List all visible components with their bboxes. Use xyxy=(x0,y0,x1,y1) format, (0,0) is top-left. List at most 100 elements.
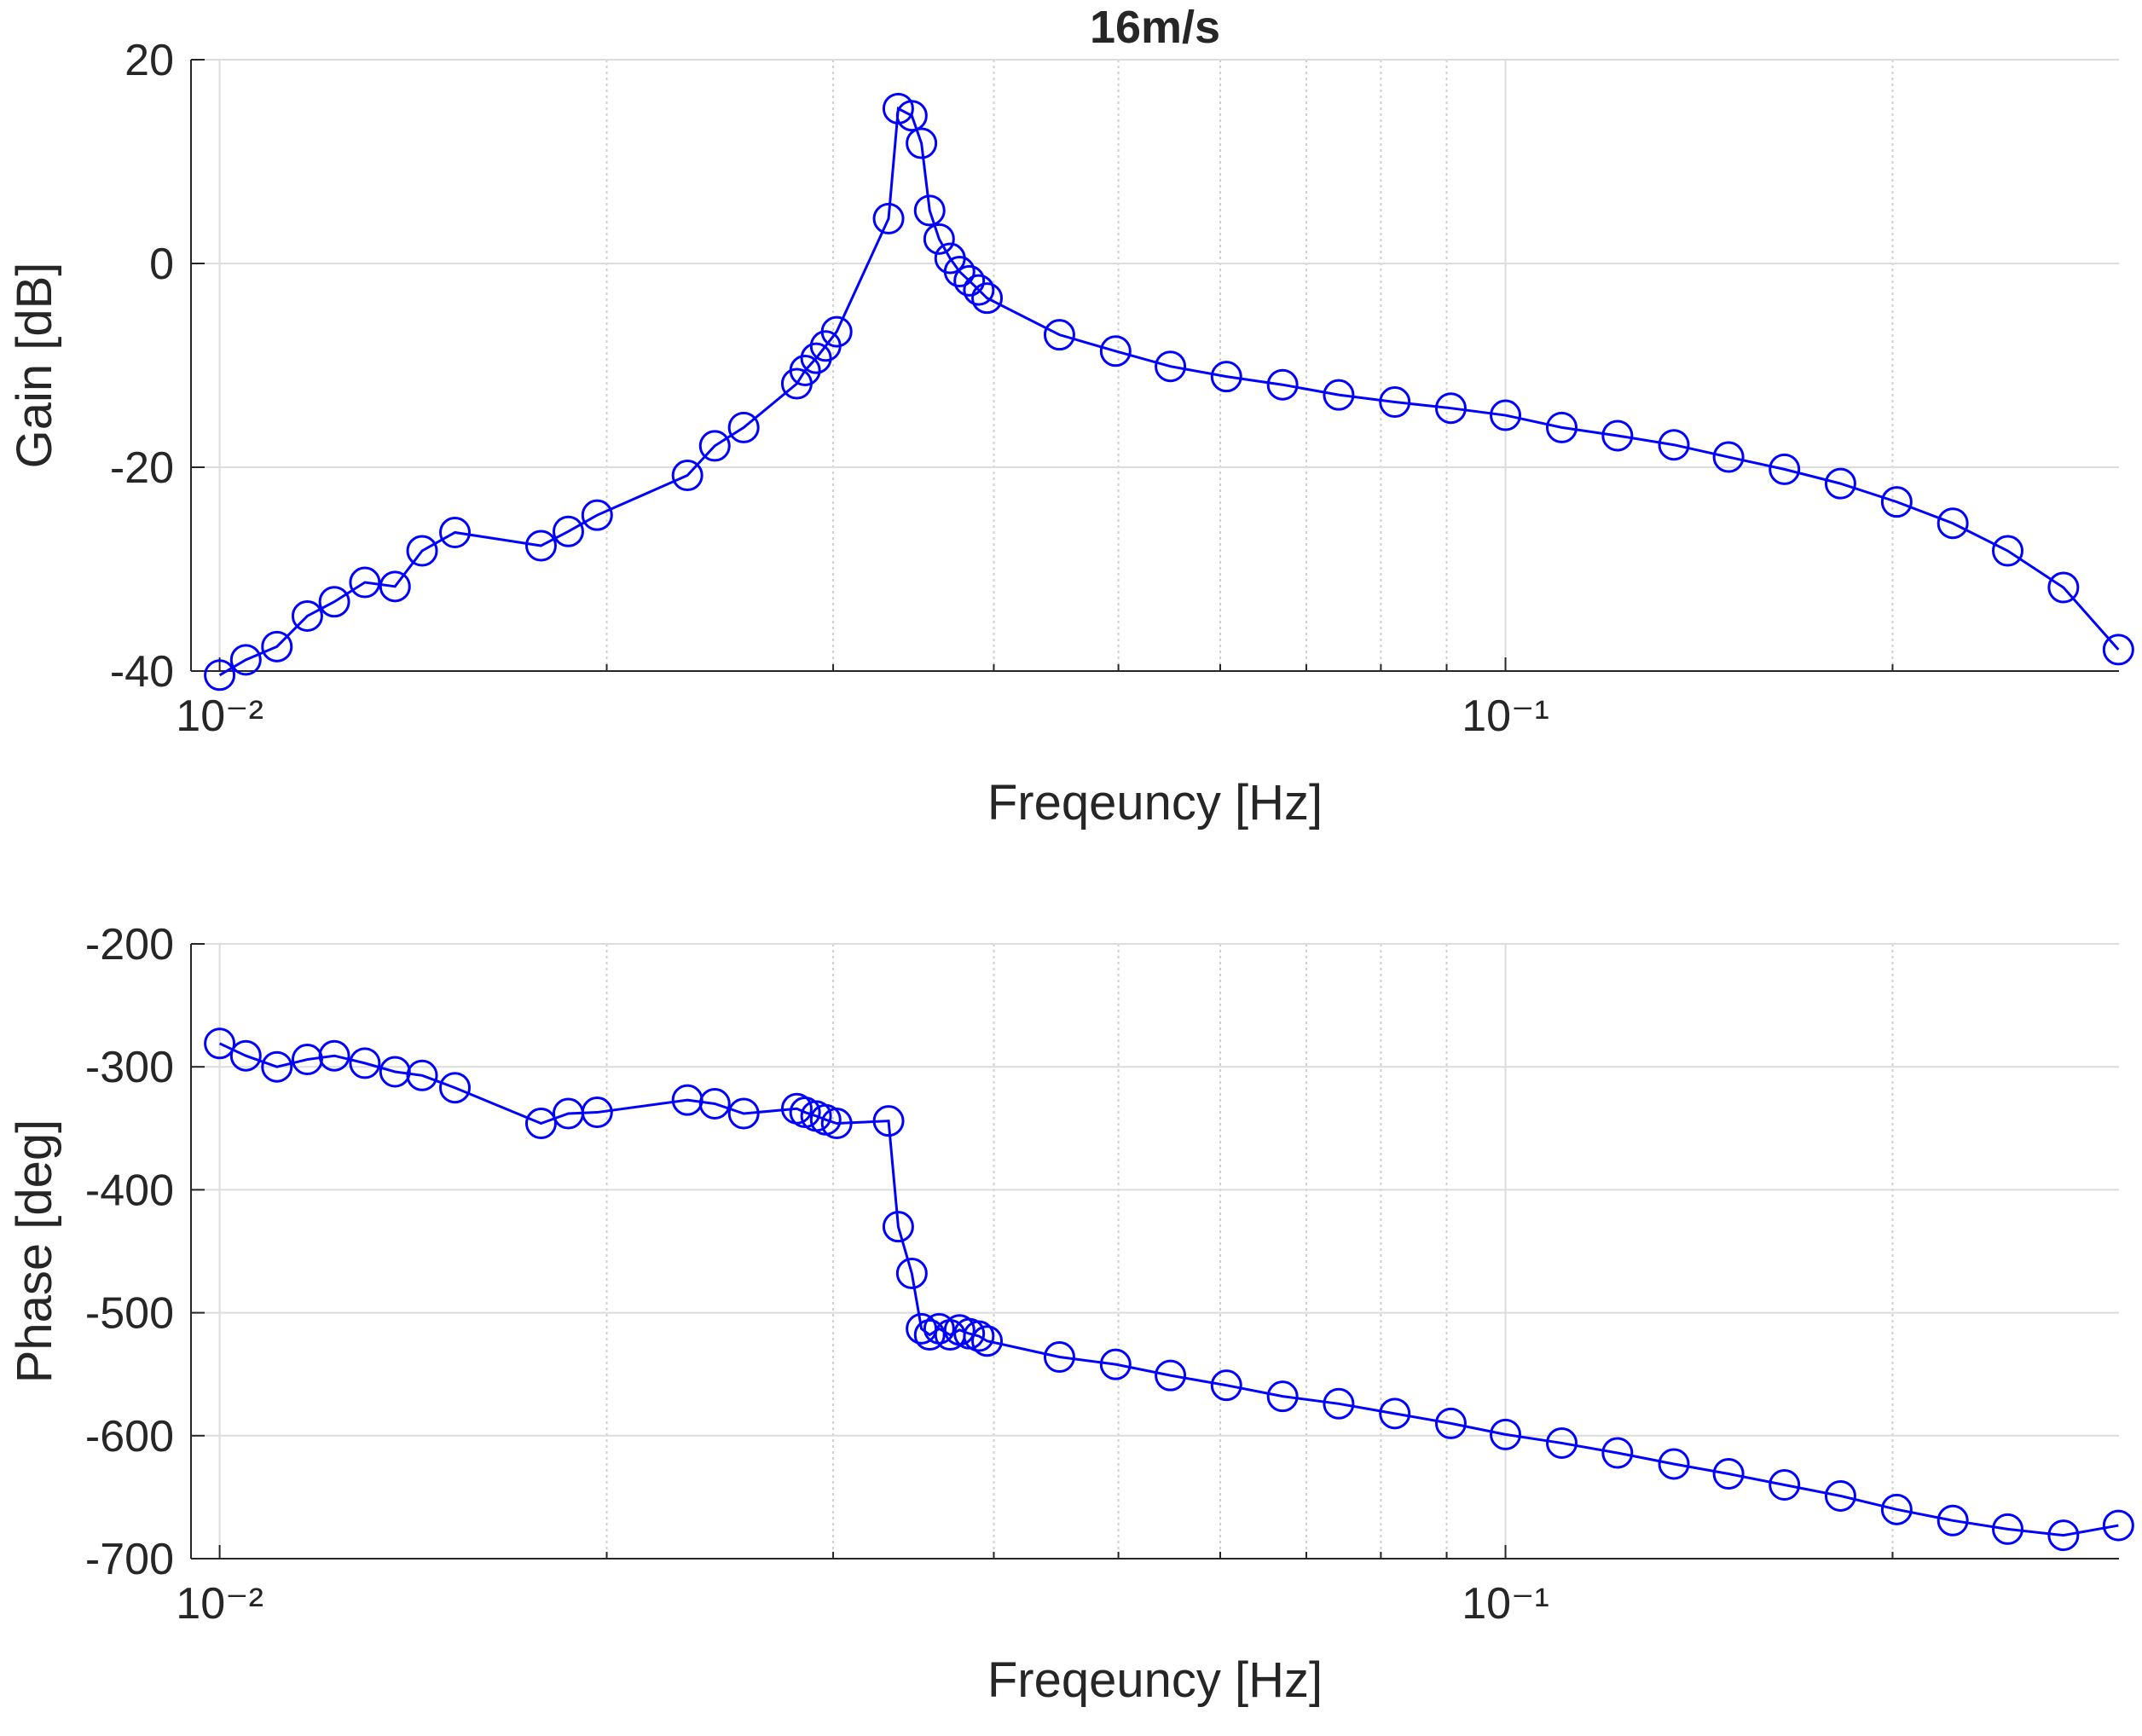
data-marker xyxy=(2047,571,2080,604)
data-marker xyxy=(524,529,557,562)
y-tick-label: 20 xyxy=(124,36,174,85)
data-marker xyxy=(291,1044,323,1076)
data-marker xyxy=(1043,1341,1075,1374)
data-marker xyxy=(1546,411,1578,443)
data-marker xyxy=(698,430,731,462)
data-marker xyxy=(953,264,986,297)
data-marker xyxy=(1769,453,1801,485)
data-marker xyxy=(1769,1468,1801,1501)
data-line xyxy=(218,106,2120,677)
data-marker xyxy=(1155,350,1187,383)
data-marker xyxy=(913,194,946,227)
data-marker xyxy=(261,630,293,663)
data-marker xyxy=(229,644,262,676)
data-marker xyxy=(2047,1519,2080,1552)
data-marker xyxy=(204,1027,236,1060)
data-marker xyxy=(1992,1513,2024,1545)
data-marker xyxy=(1266,368,1299,401)
y-tick-label: -700 xyxy=(85,1535,174,1584)
y-tick-label: 0 xyxy=(149,240,174,289)
data-marker xyxy=(1155,1359,1187,1392)
y-tick-label: -400 xyxy=(85,1166,174,1215)
data-marker xyxy=(727,411,760,443)
data-marker xyxy=(349,1047,381,1079)
data-marker xyxy=(1099,1348,1132,1380)
y-tick-label: -600 xyxy=(85,1412,174,1461)
data-marker xyxy=(1880,486,1913,518)
data-marker xyxy=(906,127,938,159)
data-marker xyxy=(963,1320,995,1352)
data-marker xyxy=(1658,429,1690,461)
data-marker xyxy=(913,1319,946,1351)
data-marker xyxy=(524,1108,557,1140)
data-marker xyxy=(1210,361,1242,393)
data-marker xyxy=(1434,1407,1467,1439)
data-marker xyxy=(379,570,411,603)
data-marker xyxy=(1658,1448,1690,1480)
data-marker xyxy=(971,1325,1004,1357)
data-marker xyxy=(1712,1458,1745,1490)
x-tick-label: 10⁻¹ xyxy=(1462,1579,1549,1629)
data-marker xyxy=(581,499,613,531)
data-marker xyxy=(1824,1479,1856,1512)
data-marker xyxy=(1601,420,1634,452)
x-tick-label: 10⁻² xyxy=(176,1579,263,1629)
y-tick-label: -200 xyxy=(85,920,174,969)
data-marker xyxy=(1936,1504,1969,1536)
data-marker xyxy=(1379,1397,1411,1430)
chart-title: 16m/s xyxy=(1090,2,1220,53)
data-marker xyxy=(1824,467,1856,500)
x-axis-label: Freqeuncy [Hz] xyxy=(987,775,1323,830)
data-marker xyxy=(261,1050,293,1083)
data-marker xyxy=(1379,386,1411,419)
data-marker xyxy=(943,256,975,288)
data-marker xyxy=(318,586,350,618)
data-marker xyxy=(820,315,853,348)
data-marker xyxy=(1266,1380,1299,1413)
data-marker xyxy=(204,659,236,692)
data-marker xyxy=(318,1039,350,1072)
data-marker xyxy=(379,1056,411,1088)
data-marker xyxy=(971,282,1004,315)
x-tick-label: 10⁻² xyxy=(176,692,263,741)
data-marker xyxy=(552,515,584,547)
data-marker xyxy=(2102,634,2134,666)
data-marker xyxy=(406,1059,438,1091)
data-marker xyxy=(1210,1369,1242,1402)
data-marker xyxy=(872,1105,905,1137)
data-marker xyxy=(671,460,703,492)
data-line xyxy=(218,1042,2119,1537)
data-marker xyxy=(872,202,905,234)
data-marker xyxy=(800,342,832,374)
data-marker xyxy=(1712,441,1745,473)
data-marker xyxy=(1546,1426,1578,1459)
data-marker xyxy=(820,1108,853,1140)
data-marker xyxy=(1043,319,1075,351)
data-marker xyxy=(1936,507,1969,540)
data-marker xyxy=(1323,379,1355,411)
data-marker xyxy=(349,566,381,599)
data-marker xyxy=(229,1039,262,1072)
data-marker xyxy=(698,1087,731,1120)
data-marker xyxy=(439,1072,472,1104)
y-tick-label: -500 xyxy=(85,1289,174,1339)
y-tick-label: -300 xyxy=(85,1043,174,1092)
data-marker xyxy=(581,1097,613,1129)
data-marker xyxy=(1992,535,2024,567)
x-axis-label: Freqeuncy [Hz] xyxy=(987,1652,1323,1708)
y-axis-label: Phase [deg] xyxy=(7,1120,62,1384)
data-marker xyxy=(1099,335,1132,367)
y-axis-label: Gain [dB] xyxy=(7,263,62,469)
data-marker xyxy=(1601,1437,1634,1469)
data-marker xyxy=(1880,1493,1913,1525)
x-tick-label: 10⁻¹ xyxy=(1462,692,1549,741)
data-marker xyxy=(2102,1509,2134,1542)
data-marker xyxy=(406,535,438,567)
data-marker xyxy=(963,274,995,306)
data-marker xyxy=(1490,1418,1522,1450)
data-marker xyxy=(439,516,472,548)
y-tick-label: -40 xyxy=(110,647,174,697)
data-marker xyxy=(882,1211,914,1243)
data-marker xyxy=(1323,1387,1355,1420)
